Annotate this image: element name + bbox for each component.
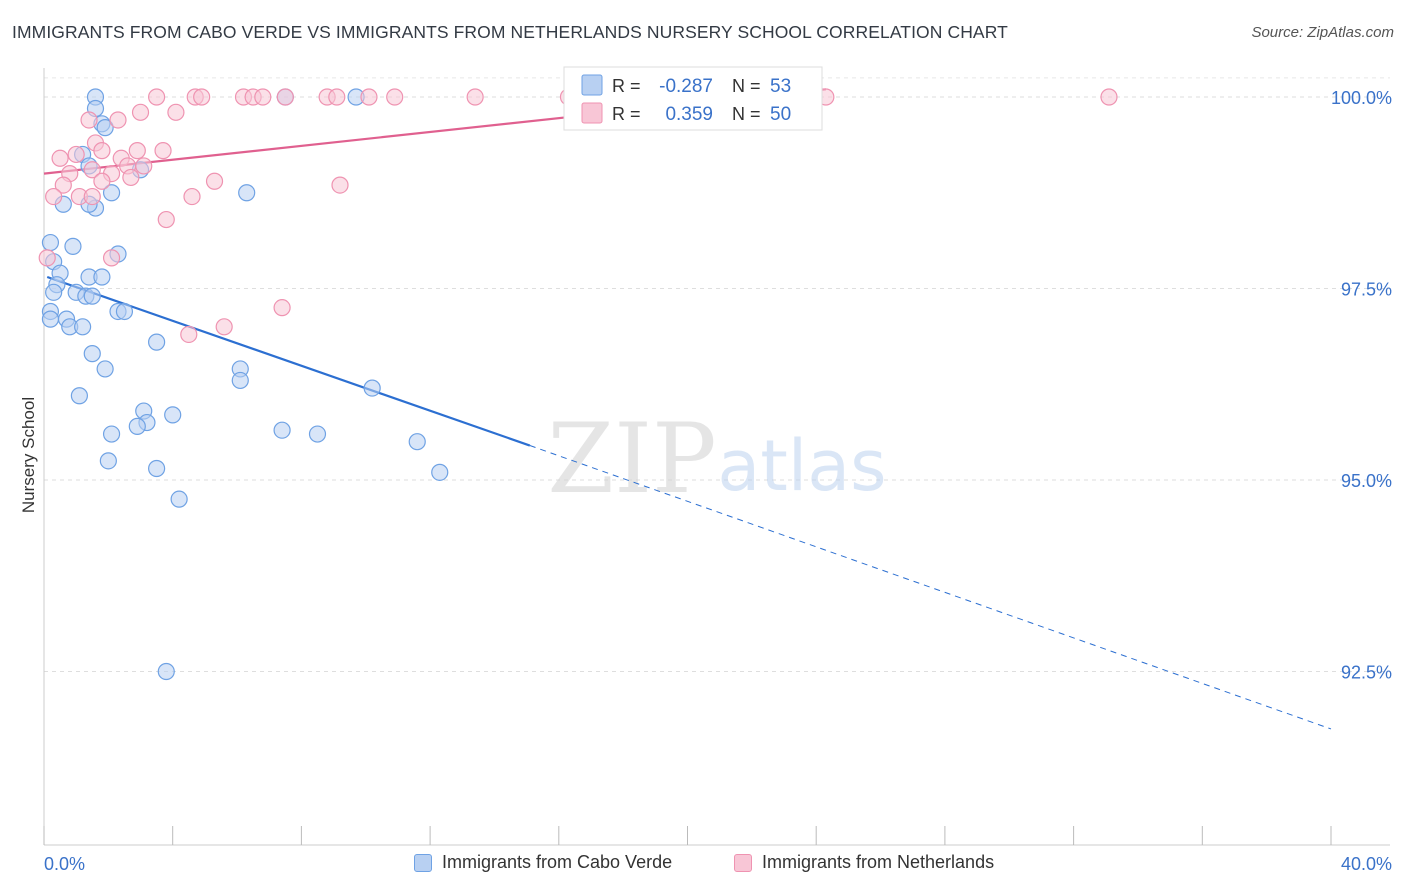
- point-s1-45: [38, 249, 56, 267]
- point-s1-49: [180, 325, 198, 344]
- point-s1-5: [254, 88, 272, 106]
- point-s1-32: [83, 161, 101, 179]
- legend-marker-cabo-verde: [414, 853, 432, 872]
- y-tick-label-2: 95.0%: [1341, 471, 1392, 491]
- point-s1-20: [131, 103, 150, 121]
- point-s1-19: [167, 103, 185, 121]
- point-s0-37: [164, 406, 182, 424]
- point-s1-29: [67, 145, 85, 164]
- point-s1-35: [122, 168, 140, 187]
- point-s1-42: [83, 187, 101, 206]
- point-s1-0: [148, 88, 166, 106]
- legend-item-cabo-verde: Immigrants from Cabo Verde: [414, 852, 672, 873]
- point-s0-21: [83, 287, 101, 305]
- point-s1-48: [215, 318, 233, 336]
- point-s1-26: [128, 142, 146, 160]
- legend-swatch-cabo-verde: [581, 74, 603, 96]
- legend-swatch-netherlands: [581, 102, 603, 124]
- point-s1-11: [466, 88, 484, 106]
- y-axis-label: Nursery School: [19, 397, 38, 513]
- legend-r-value-2: 0.359: [665, 104, 713, 125]
- point-s0-25: [115, 302, 134, 321]
- watermark-zip: ZIP: [547, 403, 716, 515]
- legend-n-label-2: N =: [732, 104, 761, 124]
- point-s0-47: [170, 490, 188, 508]
- y-tick-label-1: 97.5%: [1341, 280, 1392, 300]
- point-s1-2: [193, 88, 211, 106]
- point-s1-39: [54, 176, 72, 194]
- point-s1-24: [93, 142, 111, 160]
- legend-label-netherlands: Immigrants from Netherlands: [762, 852, 995, 872]
- point-s0-31: [96, 360, 114, 378]
- trend-line-dashed-s0: [529, 445, 1332, 730]
- chart-title: IMMIGRANTS FROM CABO VERDE VS IMMIGRANTS…: [12, 22, 1008, 42]
- point-s1-37: [93, 172, 111, 190]
- stats-legend-frame: [563, 66, 823, 131]
- point-s0-51: [96, 119, 114, 137]
- point-s0-48: [157, 662, 175, 681]
- legend-item-netherlands: Immigrants from Netherlands: [734, 852, 994, 873]
- point-s0-7: [238, 184, 256, 202]
- point-s1-38: [331, 176, 349, 194]
- point-s1-10: [386, 88, 404, 106]
- point-s1-25: [154, 142, 172, 160]
- x-tick-labels: 0.0% 40.0%: [44, 854, 1392, 874]
- y-tick-label-3: 92.5%: [1341, 663, 1392, 683]
- point-s0-44: [99, 452, 117, 470]
- point-s1-41: [183, 187, 201, 206]
- point-s0-39: [128, 417, 146, 435]
- legend-r-label-2: R =: [612, 104, 641, 124]
- point-s1-36: [205, 172, 224, 190]
- axes: [43, 68, 1390, 846]
- chart-source: Source: ZipAtlas.com: [1251, 24, 1394, 41]
- point-s1-47: [273, 299, 291, 317]
- point-s0-16: [93, 268, 111, 286]
- point-s0-35: [70, 387, 88, 405]
- x-tick-label-1: 40.0%: [1341, 854, 1392, 874]
- legend-n-value-1: 53: [770, 76, 791, 97]
- legend-r-value-1: -0.287: [659, 76, 713, 97]
- point-s1-44: [157, 210, 175, 229]
- point-s0-11: [64, 237, 82, 255]
- x-tick-label-0: 0.0%: [44, 854, 85, 874]
- point-s0-34: [363, 379, 381, 397]
- legend-marker-netherlands: [734, 853, 752, 872]
- point-s0-43: [408, 433, 426, 451]
- point-s1-31: [135, 157, 153, 175]
- point-s0-41: [102, 425, 121, 443]
- point-s0-46: [431, 463, 449, 481]
- point-s1-22: [109, 111, 127, 129]
- point-s1-8: [328, 88, 346, 106]
- point-s0-6: [102, 184, 121, 202]
- stats-legend: R = -0.287 N = 53 R = 0.359 N = 50: [563, 66, 823, 131]
- y-tick-label-0: 100.0%: [1331, 88, 1392, 108]
- point-s0-42: [308, 425, 327, 443]
- point-s1-28: [51, 149, 69, 167]
- point-s0-28: [74, 318, 92, 336]
- point-s1-18: [1100, 88, 1118, 106]
- point-s0-30: [83, 345, 101, 363]
- y-tick-labels: 100.0% 97.5% 95.0% 92.5%: [1331, 88, 1392, 683]
- point-s1-21: [80, 111, 98, 129]
- point-s0-18: [45, 283, 63, 301]
- point-s0-33: [231, 371, 249, 390]
- watermark-atlas: atlas: [717, 425, 886, 507]
- legend-n-label-1: N =: [732, 76, 761, 96]
- point-s0-45: [148, 459, 166, 478]
- legend-n-value-2: 50: [770, 104, 791, 125]
- legend-r-label-1: R =: [612, 76, 641, 96]
- point-s1-6: [276, 88, 294, 106]
- point-s0-10: [41, 233, 60, 252]
- legend-label-cabo-verde: Immigrants from Cabo Verde: [442, 852, 673, 872]
- point-s0-23: [41, 310, 60, 328]
- point-s1-46: [102, 249, 121, 267]
- point-s0-29: [148, 333, 166, 351]
- point-s1-43: [45, 187, 63, 206]
- point-s0-40: [273, 421, 291, 439]
- series-legend: Immigrants from Cabo Verde Immigrants fr…: [0, 852, 1406, 878]
- watermark: ZIP atlas: [547, 403, 886, 515]
- data-points: [38, 88, 1118, 681]
- point-s1-9: [360, 88, 378, 106]
